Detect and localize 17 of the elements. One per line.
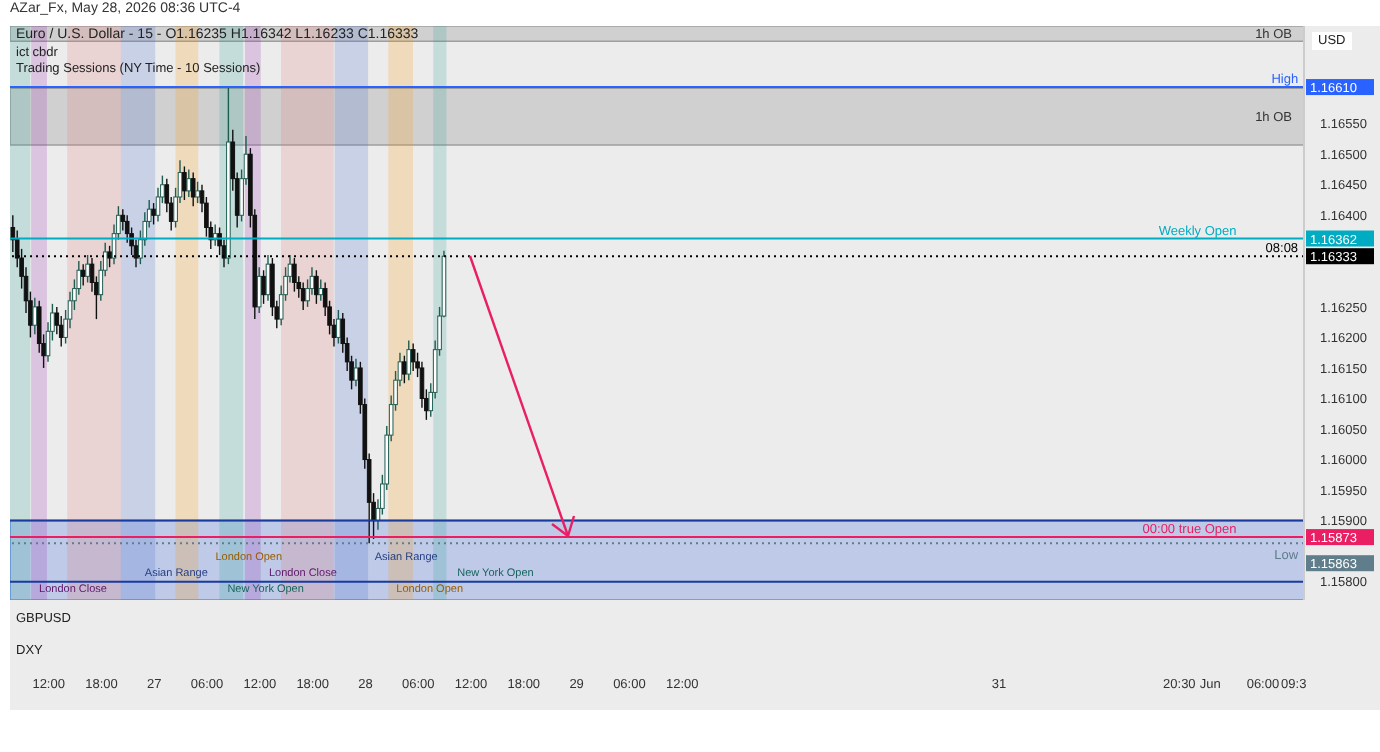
- candlestick: [151, 202, 156, 226]
- candlestick: [410, 342, 416, 372]
- candlestick: [32, 297, 38, 336]
- candlestick: [256, 266, 262, 314]
- candlestick: [353, 358, 359, 387]
- candlestick: [336, 309, 341, 345]
- candlestick: [182, 165, 187, 201]
- candlestick: [402, 355, 407, 384]
- candlestick: [195, 181, 200, 204]
- candlestick: [186, 168, 192, 198]
- candlestick: [85, 254, 90, 284]
- candlestick: [190, 171, 196, 207]
- candlestick: [406, 339, 412, 381]
- candlestick: [318, 278, 324, 302]
- candlestick: [292, 257, 297, 293]
- candlestick: [314, 269, 319, 305]
- candlestick: [261, 269, 266, 305]
